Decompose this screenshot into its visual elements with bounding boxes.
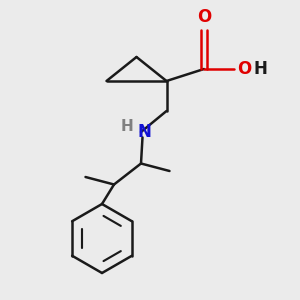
Text: O: O bbox=[237, 60, 251, 78]
Text: H: H bbox=[120, 119, 133, 134]
Text: H: H bbox=[254, 60, 267, 78]
Text: N: N bbox=[137, 123, 151, 141]
Text: O: O bbox=[197, 8, 211, 26]
